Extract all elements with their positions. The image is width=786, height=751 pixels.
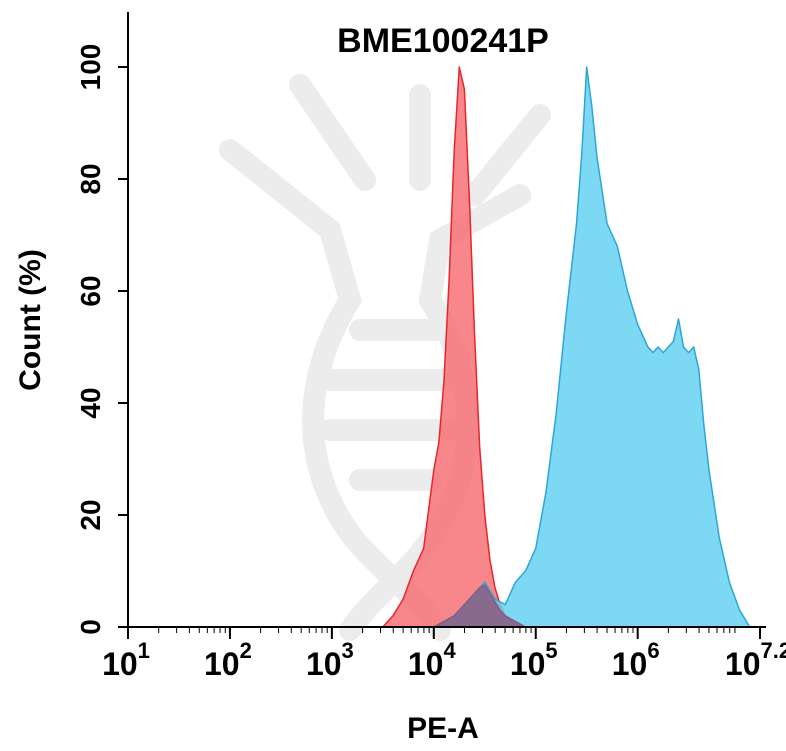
y-tick-label: 0 xyxy=(75,619,106,635)
x-minor-ticks xyxy=(158,627,736,633)
watermark-logo xyxy=(219,74,551,641)
series-layer xyxy=(382,66,761,628)
y-tick-label: 60 xyxy=(75,275,106,306)
x-tick-label: 101 xyxy=(102,638,150,682)
x-tick-label: 102 xyxy=(204,638,252,682)
chart-title: BME100241P xyxy=(337,22,549,60)
x-tick-label: 104 xyxy=(408,638,457,682)
y-tick-label: 100 xyxy=(75,44,106,91)
x-axis-title: PE-A xyxy=(407,712,479,745)
y-tick-label: 20 xyxy=(75,499,106,530)
x-tick-label: 107.2 xyxy=(725,638,786,682)
x-tick-label: 105 xyxy=(510,638,558,682)
y-tick-label: 80 xyxy=(75,163,106,194)
series-area-1 xyxy=(433,66,761,628)
x-tick-label: 106 xyxy=(612,638,660,682)
y-ticks: 0 20 40 60 80 100 xyxy=(75,44,128,635)
y-axis-title: Count (%) xyxy=(14,249,47,391)
x-ticks: 101 102 103 104 105 106 107.2 xyxy=(102,627,786,682)
y-tick-label: 40 xyxy=(75,387,106,418)
series-area-2 xyxy=(433,584,527,628)
x-tick-label: 103 xyxy=(306,638,354,682)
